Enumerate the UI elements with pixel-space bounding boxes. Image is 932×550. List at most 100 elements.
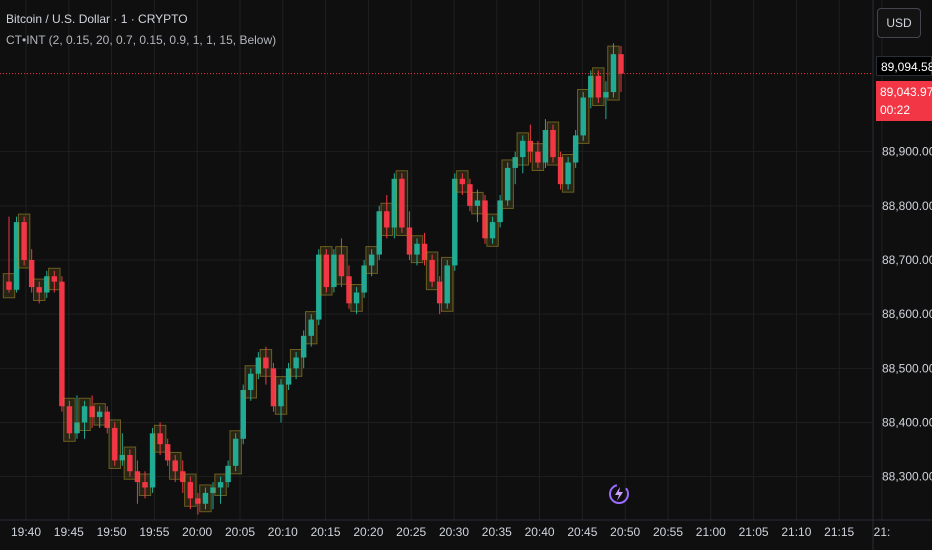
x-tick-label: 20:55 bbox=[653, 525, 683, 539]
candle-body bbox=[467, 184, 473, 206]
y-tick-label: 88,800.00 bbox=[882, 199, 932, 213]
x-tick-label: 21:05 bbox=[739, 525, 769, 539]
candle-body bbox=[195, 498, 201, 504]
x-tick-label: 20:25 bbox=[396, 525, 426, 539]
candle-body bbox=[557, 157, 564, 185]
candle-body bbox=[202, 492, 209, 504]
last-price-value: 89,043.97 bbox=[880, 85, 932, 99]
y-tick-label: 88,300.00 bbox=[882, 470, 932, 484]
x-tick-label: 20:10 bbox=[268, 525, 298, 539]
x-tick-label: 20:30 bbox=[439, 525, 469, 539]
x-tick-label: 21: bbox=[874, 525, 891, 539]
x-tick-label: 21:15 bbox=[824, 525, 854, 539]
candle-body bbox=[459, 178, 466, 185]
y-tick-label: 88,700.00 bbox=[882, 253, 932, 267]
candle-body bbox=[51, 276, 58, 282]
candle-body bbox=[44, 276, 50, 293]
candle-body bbox=[565, 162, 571, 185]
candle-body bbox=[489, 222, 496, 239]
candle-body bbox=[338, 254, 345, 277]
last-price-label: 89,043.97 00:22 bbox=[876, 81, 932, 121]
candle-body bbox=[285, 368, 292, 385]
indicator-legend[interactable]: CT•INT (2, 0.15, 20, 0.7, 0.15, 0.9, 1, … bbox=[6, 33, 277, 47]
x-tick-label: 20:20 bbox=[353, 525, 383, 539]
brand-logo-icon[interactable] bbox=[607, 482, 631, 506]
candle-body bbox=[263, 357, 269, 369]
candle-body bbox=[142, 482, 148, 488]
candle-body bbox=[421, 243, 428, 260]
candle-body bbox=[444, 265, 450, 304]
candle-body bbox=[149, 433, 156, 488]
candle-body bbox=[376, 211, 382, 255]
candle-body bbox=[21, 222, 27, 260]
x-tick-label: 20:40 bbox=[525, 525, 555, 539]
y-tick-label: 88,400.00 bbox=[882, 416, 932, 430]
candle-body bbox=[134, 471, 141, 483]
high-price-label: 89,094.58 bbox=[876, 56, 932, 76]
candle-body bbox=[300, 335, 307, 358]
candle-body bbox=[308, 319, 314, 336]
candle-body bbox=[610, 54, 617, 93]
candle-body bbox=[331, 254, 337, 288]
y-tick-label: 88,600.00 bbox=[882, 307, 932, 321]
candle-body bbox=[119, 455, 126, 461]
candle-body bbox=[482, 200, 488, 239]
y-tick-label: 88,500.00 bbox=[882, 361, 932, 375]
candle-body bbox=[580, 97, 586, 136]
candle-body bbox=[572, 135, 579, 163]
candle-body bbox=[414, 243, 420, 255]
candle-body bbox=[504, 167, 511, 201]
symbol-title[interactable]: Bitcoin / U.S. Dollar · 1 · CRYPTO bbox=[6, 12, 188, 26]
x-tick-label: 20:50 bbox=[610, 525, 640, 539]
candle-body bbox=[6, 281, 12, 290]
candle-body bbox=[157, 433, 163, 445]
x-tick-label: 20:05 bbox=[225, 525, 255, 539]
candle-body bbox=[406, 227, 413, 255]
candle-body bbox=[520, 140, 526, 158]
candle-body bbox=[316, 254, 322, 320]
x-tick-label: 21:10 bbox=[781, 525, 811, 539]
candle-body bbox=[293, 357, 299, 369]
x-tick-label: 20:00 bbox=[182, 525, 212, 539]
candle-body bbox=[270, 368, 277, 407]
candle-body bbox=[278, 384, 284, 407]
candle-body bbox=[512, 157, 518, 168]
candle-body bbox=[535, 151, 541, 163]
candle-body bbox=[588, 75, 594, 98]
candle-body bbox=[28, 260, 35, 288]
x-tick-label: 20:45 bbox=[567, 525, 597, 539]
candle-body bbox=[391, 178, 398, 228]
candle-body bbox=[96, 411, 103, 418]
candle-body bbox=[368, 254, 375, 266]
x-tick-label: 20:15 bbox=[311, 525, 341, 539]
candle-body bbox=[232, 438, 239, 466]
candle-body bbox=[618, 54, 624, 74]
x-tick-label: 20:35 bbox=[482, 525, 512, 539]
candle-body bbox=[127, 455, 133, 472]
candle-body bbox=[452, 178, 458, 266]
candle-body bbox=[399, 178, 405, 228]
currency-button[interactable]: USD bbox=[877, 8, 921, 38]
candle-body bbox=[210, 487, 216, 493]
candle-body bbox=[36, 287, 42, 293]
candle-body bbox=[361, 265, 367, 293]
x-tick-label: 19:40 bbox=[11, 525, 41, 539]
candle-body bbox=[225, 465, 231, 483]
candle-body bbox=[81, 406, 88, 423]
candle-body bbox=[240, 390, 246, 439]
candle-body bbox=[13, 222, 20, 290]
candle-body bbox=[187, 482, 194, 499]
candle-body bbox=[59, 281, 65, 407]
candle-body bbox=[436, 281, 443, 304]
bar-countdown: 00:22 bbox=[880, 103, 911, 117]
candle-body bbox=[384, 211, 390, 228]
y-tick-label: 88,900.00 bbox=[882, 145, 932, 159]
candle-body bbox=[172, 460, 178, 472]
candle-body bbox=[474, 200, 481, 206]
candle-body bbox=[248, 373, 254, 390]
candle-body bbox=[429, 260, 435, 282]
candle-body bbox=[104, 411, 110, 428]
candle-body bbox=[603, 92, 609, 98]
candle-body bbox=[89, 406, 95, 418]
